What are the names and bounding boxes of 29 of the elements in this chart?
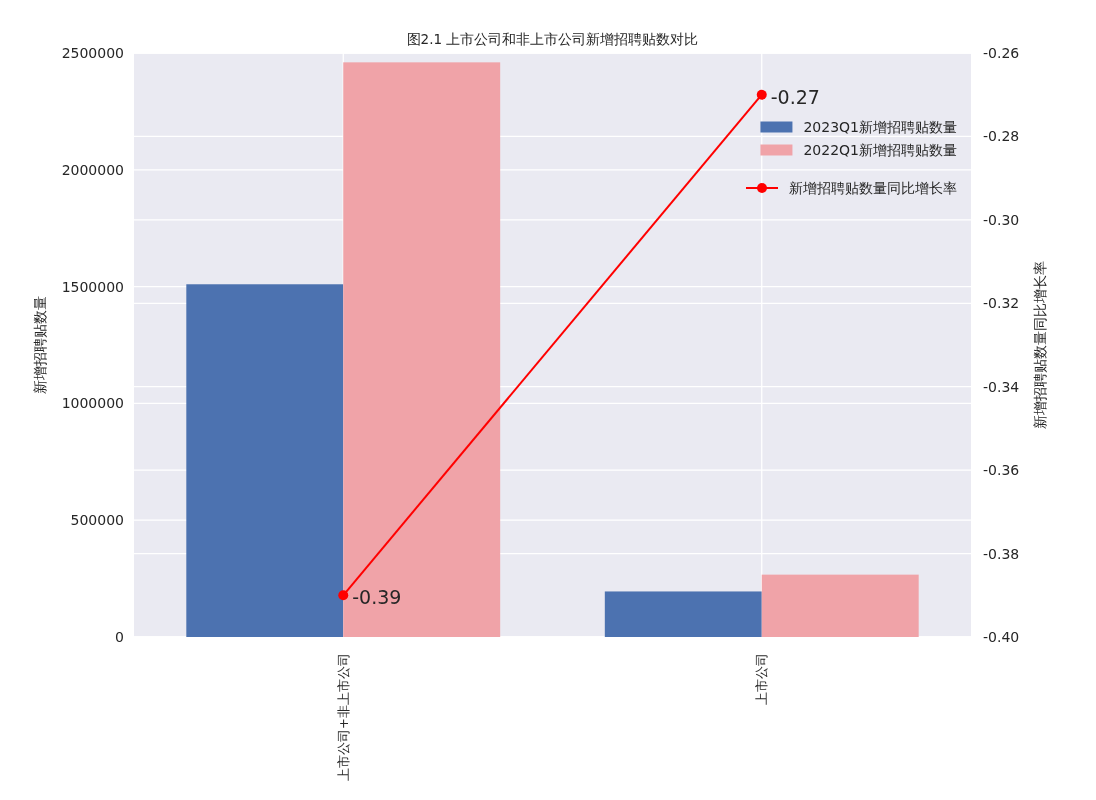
y2-tick-label: -0.30 bbox=[983, 211, 1020, 228]
y-tick-label: 0 bbox=[115, 629, 124, 645]
y-tick-label: 1500000 bbox=[61, 278, 124, 295]
legend: 新增招聘贴数量同比增长率 bbox=[745, 180, 957, 196]
y-axis-title: 新增招聘贴数量 bbox=[32, 296, 48, 394]
y-tick-label: 500000 bbox=[70, 512, 124, 529]
chart-title: 图2.1 上市公司和非上市公司新增招聘贴数对比 bbox=[406, 31, 699, 47]
bar bbox=[186, 284, 344, 637]
y-tick-label: 1000000 bbox=[61, 395, 124, 412]
y2-tick-label: -0.36 bbox=[983, 462, 1020, 479]
data-label: -0.39 bbox=[352, 586, 402, 609]
y2-tick-label: -0.34 bbox=[983, 378, 1020, 395]
legend-label: 新增招聘贴数量同比增长率 bbox=[789, 180, 957, 196]
y2-axis-title: 新增招聘贴数量同比增长率 bbox=[1032, 261, 1048, 429]
y2-tick-label: -0.38 bbox=[983, 545, 1020, 562]
y2-tick-label: -0.32 bbox=[983, 295, 1020, 312]
y2-tick-label: -0.40 bbox=[983, 629, 1020, 645]
bar bbox=[343, 62, 501, 637]
x-tick-label: 上市公司+非上市公司 bbox=[335, 653, 351, 781]
legend-label: 2022Q1新增招聘贴数量 bbox=[803, 142, 957, 158]
x-tick-label: 上市公司 bbox=[754, 653, 770, 705]
y2-tick-label: -0.28 bbox=[983, 128, 1020, 145]
bar bbox=[604, 591, 762, 637]
data-label: -0.27 bbox=[770, 85, 820, 108]
legend-label: 2023Q1新增招聘贴数量 bbox=[803, 119, 957, 135]
bar bbox=[761, 574, 919, 637]
y-tick-label: 2000000 bbox=[61, 161, 124, 178]
y2-tick-label: -0.26 bbox=[983, 45, 1020, 61]
y-tick-label: 2500000 bbox=[61, 45, 124, 61]
